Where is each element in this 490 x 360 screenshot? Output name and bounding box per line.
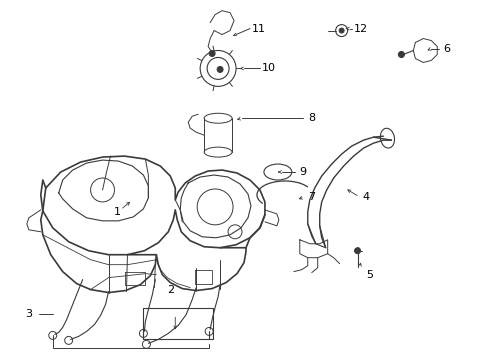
Text: 3: 3 — [25, 310, 32, 319]
Text: 11: 11 — [252, 24, 266, 33]
Text: 12: 12 — [354, 24, 368, 33]
Circle shape — [217, 67, 223, 72]
Text: 8: 8 — [308, 113, 315, 123]
Circle shape — [398, 51, 404, 58]
Text: 10: 10 — [262, 63, 276, 73]
Text: 1: 1 — [114, 207, 121, 217]
Circle shape — [339, 28, 344, 33]
Circle shape — [209, 50, 215, 57]
Text: 6: 6 — [444, 44, 451, 54]
Text: 4: 4 — [362, 192, 369, 202]
Text: 9: 9 — [299, 167, 306, 177]
Text: 7: 7 — [308, 192, 315, 202]
Circle shape — [355, 248, 361, 254]
Text: 2: 2 — [167, 284, 174, 294]
Text: 5: 5 — [366, 270, 373, 280]
